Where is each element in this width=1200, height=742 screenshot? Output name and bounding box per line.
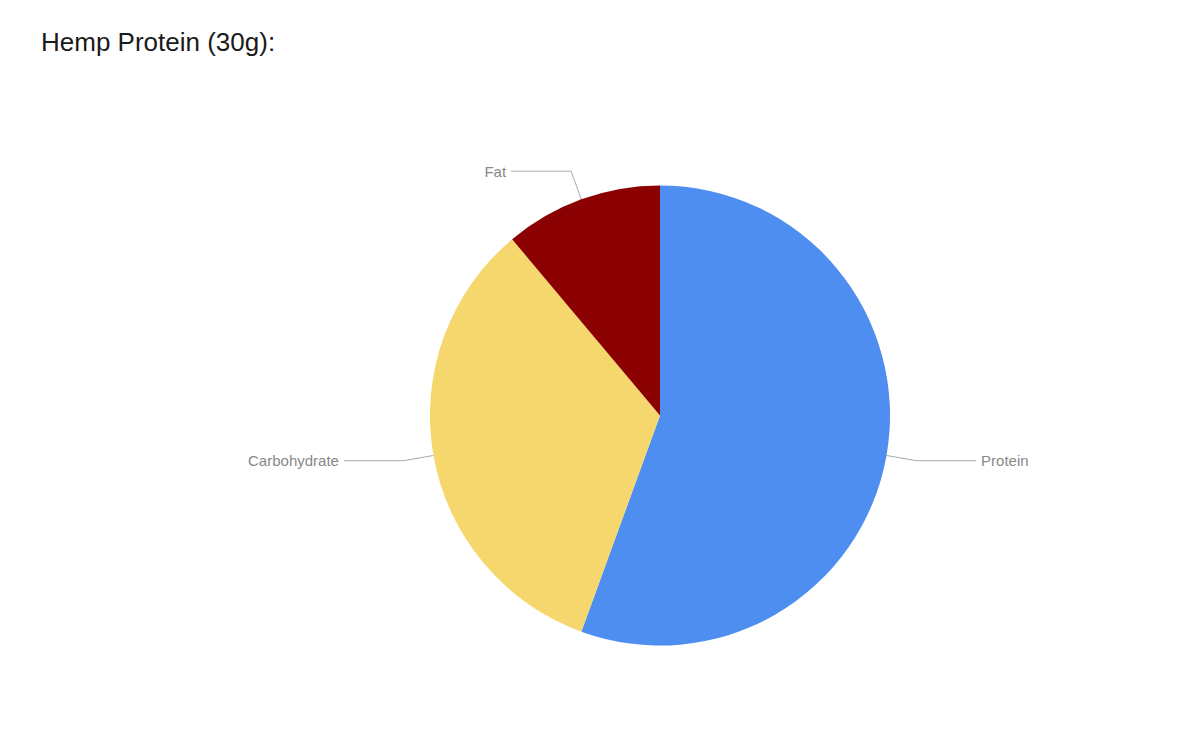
svg-text:Protein: Protein xyxy=(981,452,1029,469)
svg-text:Carbohydrate: Carbohydrate xyxy=(248,452,339,469)
svg-text:Hemp Protein (30g):: Hemp Protein (30g): xyxy=(41,27,275,57)
svg-text:Fat: Fat xyxy=(484,163,507,180)
